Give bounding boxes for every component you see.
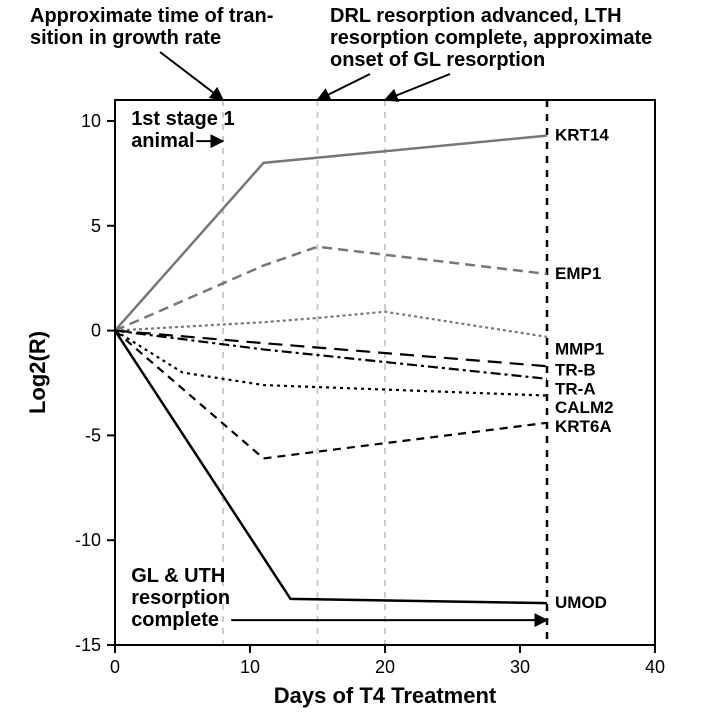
y-tick-label: -5 <box>85 425 101 445</box>
series-label-mmp1: MMP1 <box>555 339 604 358</box>
series-label-krt14: KRT14 <box>555 126 609 145</box>
series-label-tr-b: TR-B <box>555 360 596 379</box>
series-label-umod: UMOD <box>555 593 607 612</box>
anno-top-right: DRL resorption advanced, LTH <box>330 5 622 27</box>
x-tick-label: 30 <box>510 657 530 677</box>
anno-bottom: resorption <box>131 587 230 609</box>
anno-top-right: resorption complete, approximate <box>330 27 652 49</box>
anno-bottom: complete <box>131 609 219 631</box>
y-tick-label: 10 <box>81 111 101 131</box>
anno-bottom: GL & UTH <box>131 565 225 587</box>
series-label-calm2: CALM2 <box>555 398 614 417</box>
anno-top-right: onset of GL resorption <box>330 49 545 71</box>
x-tick-label: 0 <box>110 657 120 677</box>
y-tick-label: -10 <box>75 530 101 550</box>
x-tick-label: 40 <box>645 657 665 677</box>
anno-top-left: sition in growth rate <box>30 27 221 49</box>
anno-stage1: animal <box>131 130 194 152</box>
anno-top-left: Approximate time of tran- <box>30 5 273 27</box>
line-chart: 0 10 20 30 40 -15 -10 -5 0 5 10 Days of T4 Treatmen… <box>0 0 714 728</box>
series-label-krt6a: KRT6A <box>555 417 612 436</box>
series-label-tr-a: TR-A <box>555 379 596 398</box>
x-tick-label: 20 <box>375 657 395 677</box>
x-tick-label: 10 <box>240 657 260 677</box>
y-tick-label: 5 <box>91 216 101 236</box>
series-label-emp1: EMP1 <box>555 264 601 283</box>
x-axis-label: Days of T4 Treatment <box>274 683 497 708</box>
chart-container: 0 10 20 30 40 -15 -10 -5 0 5 10 Days of T4 Treatmen… <box>0 0 714 728</box>
y-tick-label: 0 <box>91 321 101 341</box>
y-axis-label: Log2(R) <box>25 331 50 414</box>
anno-stage1: 1st stage 1 <box>131 108 234 130</box>
y-tick-label: -15 <box>75 635 101 655</box>
